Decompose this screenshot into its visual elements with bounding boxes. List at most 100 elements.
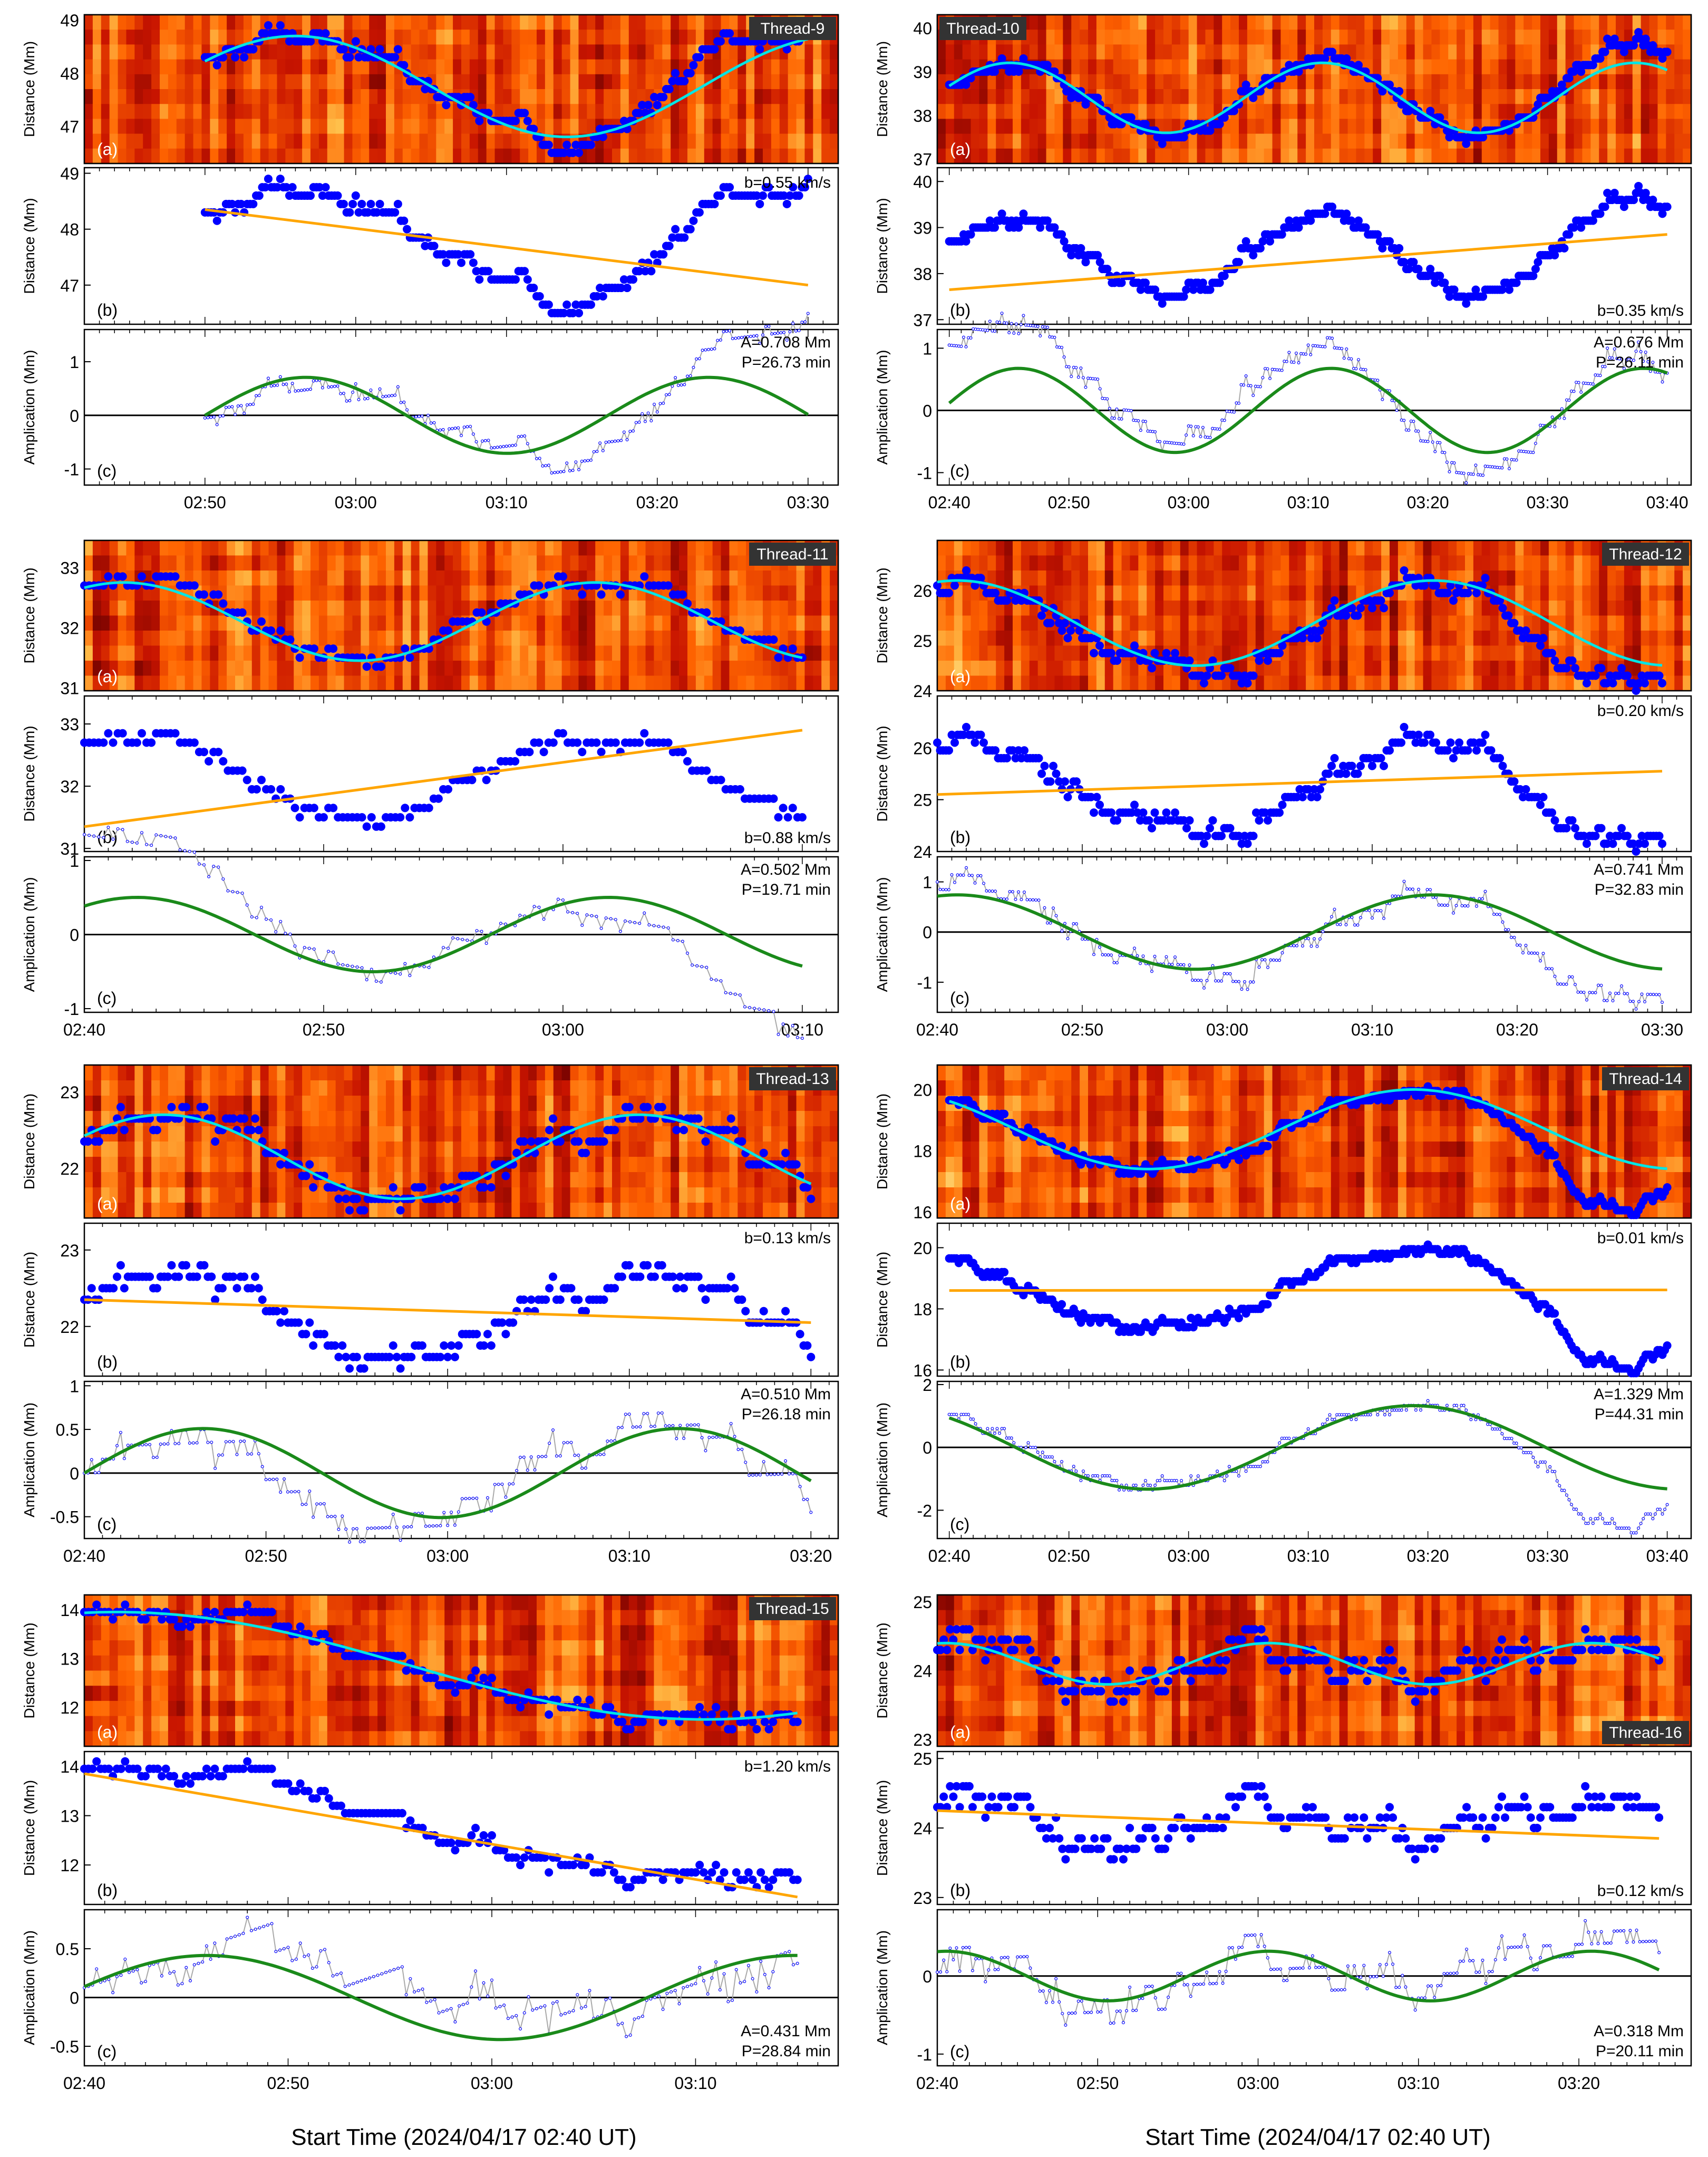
heatmap-cell [84,104,93,120]
heatmap-cell [494,675,504,691]
heatmap-cell [185,119,194,134]
panel-c-point [520,434,523,438]
panel-c-point [559,470,562,473]
heatmap-cell [134,645,144,661]
heatmap-cell [520,570,529,586]
heatmap-cell [1364,148,1374,164]
panel-c-point [269,384,273,388]
heatmap-cell [1398,119,1407,134]
heatmap-cell [377,74,386,90]
heatmap-cell [1113,44,1122,60]
heatmap-cell [1289,30,1298,45]
heatmap-cell [954,59,963,75]
panel-c-point [327,385,331,389]
heatmap-cell [662,555,672,571]
heatmap-cell [478,645,487,661]
heatmap-cell [344,89,353,104]
heatmap-cell [469,570,479,586]
heatmap-cell [1096,59,1105,75]
panel-c-point [550,471,554,475]
heatmap-cell [971,133,980,149]
heatmap-cell [796,44,806,60]
heatmap-cell [335,15,345,30]
heatmap-cell [151,15,160,30]
heatmap-cell [503,15,512,30]
heatmap-cell [1465,44,1474,60]
heatmap-cell [721,570,730,586]
heatmap-cell [160,540,169,556]
panel-c-point [998,321,1002,324]
heatmap-cell [645,675,655,691]
panel-a-point [568,148,577,157]
heatmap-cell [1632,15,1642,30]
panel-c-point [1364,368,1367,372]
heatmap-cell [478,631,487,646]
heatmap-cell [419,675,429,691]
heatmap-cell [1540,133,1549,149]
panel-c-point [248,403,252,407]
panel-c-point [1550,415,1554,419]
heatmap-cell [344,148,353,164]
heatmap-cell [369,615,378,631]
heatmap-cell [1507,15,1516,30]
panel-c-point [664,393,668,396]
heatmap-cell [118,661,127,676]
heatmap-cell [754,89,763,104]
heatmap-cell [1222,89,1231,104]
heatmap-cell [294,661,303,676]
panel-c-point [964,345,968,349]
heatmap-cell [1264,133,1273,149]
panel-c-point [396,385,400,389]
panel-c-point [1112,417,1116,420]
heatmap-cell [310,44,319,60]
heatmap-cell [1599,119,1608,134]
x-tick-label: 02:50 [184,493,226,512]
heatmap-cell [1540,74,1549,90]
heatmap-cell [1481,15,1491,30]
heatmap-cell [754,133,763,149]
panel-c-point [1158,440,1162,443]
panel-c-point [526,442,529,446]
heatmap-cell [294,148,303,164]
heatmap-cell [620,59,629,75]
heatmap-cell [528,601,537,616]
heatmap-cell [143,74,152,90]
heatmap-cell [335,540,345,556]
heatmap-cell [185,15,194,30]
heatmap-cell [528,540,537,556]
heatmap-cell [654,119,663,134]
heatmap-cell [1214,74,1223,90]
heatmap-cell [687,104,696,120]
heatmap-cell [377,585,386,601]
heatmap-cell [352,570,362,586]
heatmap-cell [84,631,93,646]
heatmap-cell [628,615,638,631]
heatmap-cell [176,601,186,616]
heatmap-cell [386,30,395,45]
panel-c-point [245,403,249,407]
heatmap-cell [218,148,227,164]
heatmap-cell [704,148,713,164]
heatmap-cell [453,645,462,661]
heatmap-cell [737,119,747,134]
heatmap-cell [1465,148,1474,164]
heatmap-cell [1314,89,1323,104]
heatmap-cell [1130,44,1139,60]
heatmap-cell [151,59,160,75]
heatmap-cell [1515,89,1525,104]
heatmap-cell [729,675,739,691]
heatmap-cell [235,148,244,164]
heatmap-cell [1649,89,1658,104]
panel-c-point [1081,376,1085,380]
heatmap-cell [779,148,789,164]
heatmap-cell [1272,89,1282,104]
heatmap-cell [578,631,588,646]
heatmap-cell [268,119,278,134]
heatmap-cell [251,119,261,134]
heatmap-cell [1280,89,1290,104]
heatmap-cell [444,661,453,676]
heatmap-cell [704,89,713,104]
heatmap-cell [1063,104,1072,120]
heatmap-cell [1289,74,1298,90]
heatmap-cell [285,89,295,104]
